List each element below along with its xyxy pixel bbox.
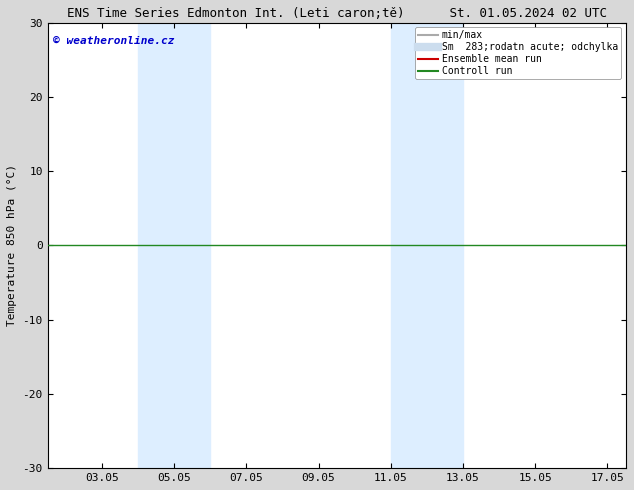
Bar bbox=[138, 23, 210, 468]
Bar bbox=[391, 23, 463, 468]
Y-axis label: Temperature 850 hPa (°C): Temperature 850 hPa (°C) bbox=[7, 164, 17, 326]
Legend: min/max, Sm  283;rodatn acute; odchylka, Ensemble mean run, Controll run: min/max, Sm 283;rodatn acute; odchylka, … bbox=[415, 27, 621, 79]
Text: © weatheronline.cz: © weatheronline.cz bbox=[53, 36, 175, 46]
Title: ENS Time Series Edmonton Int. (Leti caron;tě)      St. 01.05.2024 02 UTC: ENS Time Series Edmonton Int. (Leti caro… bbox=[67, 7, 607, 20]
